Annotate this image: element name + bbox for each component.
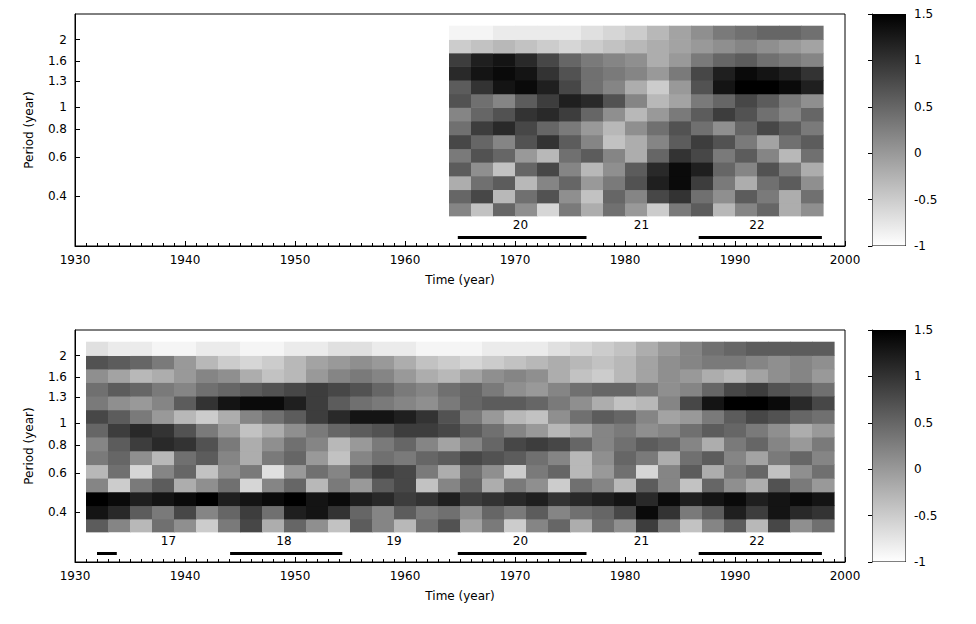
svg-text:0.4: 0.4 xyxy=(48,189,67,203)
svg-text:1930: 1930 xyxy=(60,253,91,267)
svg-text:-1: -1 xyxy=(914,555,926,569)
svg-text:1: 1 xyxy=(59,416,67,430)
svg-text:1950: 1950 xyxy=(280,569,311,583)
svg-text:22: 22 xyxy=(749,218,764,232)
svg-text:2: 2 xyxy=(59,349,67,363)
svg-text:1970: 1970 xyxy=(500,253,531,267)
svg-text:-0.5: -0.5 xyxy=(914,509,937,523)
svg-text:20: 20 xyxy=(513,218,528,232)
svg-text:1930: 1930 xyxy=(60,569,91,583)
svg-text:1.3: 1.3 xyxy=(48,74,67,88)
svg-text:1.6: 1.6 xyxy=(48,54,67,68)
svg-text:1950: 1950 xyxy=(280,253,311,267)
svg-text:0.4: 0.4 xyxy=(48,505,67,519)
svg-text:20: 20 xyxy=(513,534,528,548)
svg-text:1960: 1960 xyxy=(390,253,421,267)
svg-text:Period (year): Period (year) xyxy=(22,407,36,484)
svg-text:1: 1 xyxy=(59,100,67,114)
svg-text:22: 22 xyxy=(749,534,764,548)
svg-text:1940: 1940 xyxy=(170,253,201,267)
svg-text:0: 0 xyxy=(914,462,922,476)
svg-text:1940: 1940 xyxy=(170,569,201,583)
svg-text:21: 21 xyxy=(634,218,649,232)
svg-text:1980: 1980 xyxy=(610,569,641,583)
svg-text:18: 18 xyxy=(276,534,291,548)
svg-text:2000: 2000 xyxy=(830,253,861,267)
svg-text:17: 17 xyxy=(161,534,176,548)
svg-text:1960: 1960 xyxy=(390,569,421,583)
svg-text:1.6: 1.6 xyxy=(48,370,67,384)
svg-text:1.5: 1.5 xyxy=(914,7,933,21)
svg-text:Time (year): Time (year) xyxy=(424,589,494,603)
svg-text:1.5: 1.5 xyxy=(914,323,933,337)
svg-text:0.6: 0.6 xyxy=(48,466,67,480)
svg-text:19: 19 xyxy=(386,534,401,548)
svg-text:0.8: 0.8 xyxy=(48,438,67,452)
svg-text:1990: 1990 xyxy=(720,253,751,267)
svg-text:1: 1 xyxy=(914,53,922,67)
svg-text:1990: 1990 xyxy=(720,569,751,583)
svg-text:0.6: 0.6 xyxy=(48,150,67,164)
svg-text:2: 2 xyxy=(59,33,67,47)
svg-text:Time (year): Time (year) xyxy=(424,273,494,287)
svg-text:Period (year): Period (year) xyxy=(22,91,36,168)
svg-text:21: 21 xyxy=(634,534,649,548)
svg-text:-1: -1 xyxy=(914,239,926,253)
svg-text:1: 1 xyxy=(914,369,922,383)
svg-text:0.5: 0.5 xyxy=(914,100,933,114)
svg-text:2000: 2000 xyxy=(830,569,861,583)
svg-text:1.3: 1.3 xyxy=(48,390,67,404)
svg-text:0: 0 xyxy=(914,146,922,160)
svg-text:1980: 1980 xyxy=(610,253,641,267)
svg-text:0.8: 0.8 xyxy=(48,122,67,136)
svg-text:0.5: 0.5 xyxy=(914,416,933,430)
svg-text:-0.5: -0.5 xyxy=(914,193,937,207)
svg-text:1970: 1970 xyxy=(500,569,531,583)
